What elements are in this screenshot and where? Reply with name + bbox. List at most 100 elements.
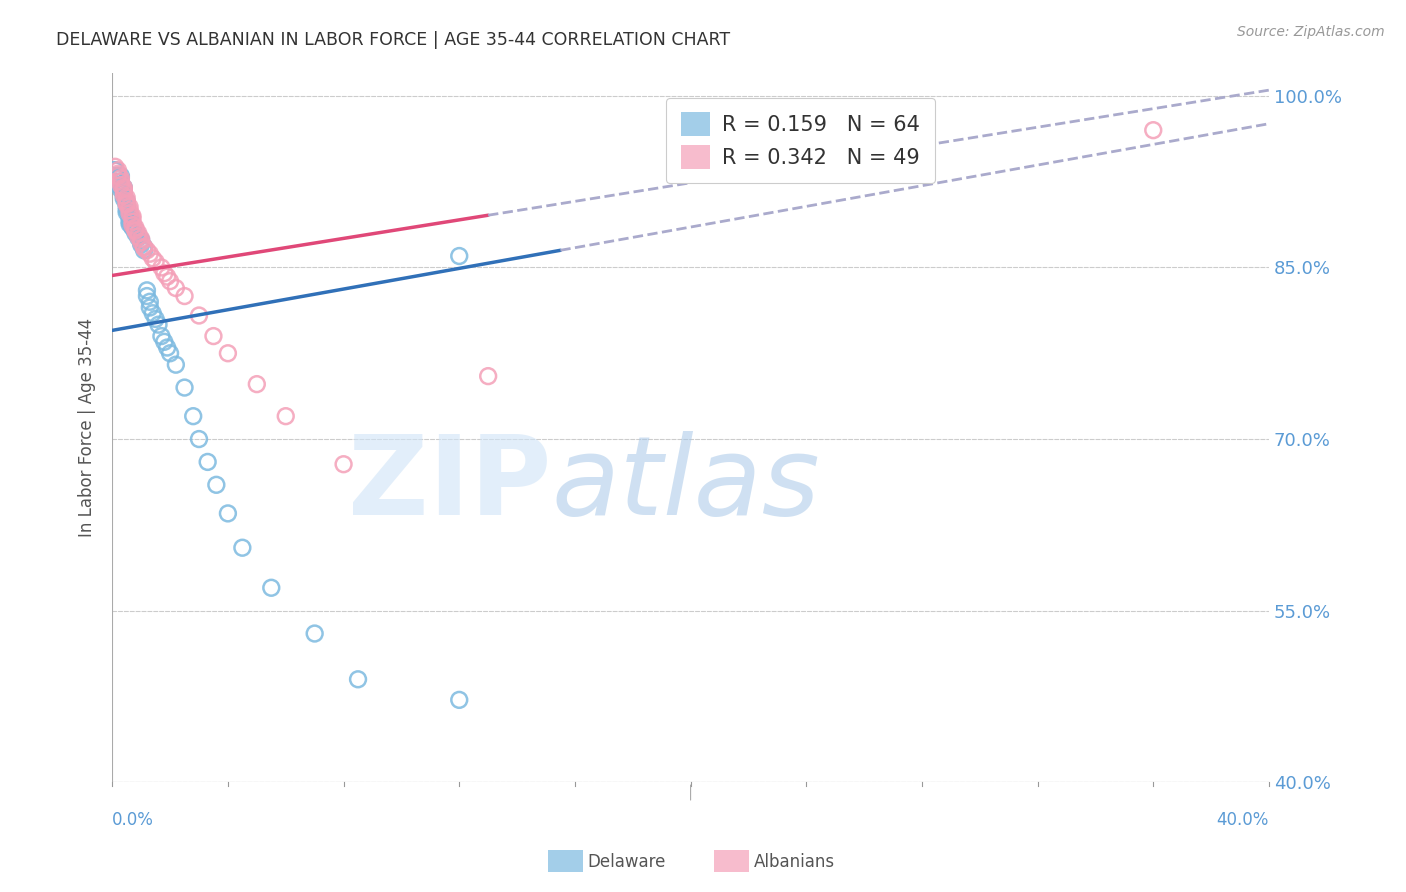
Point xyxy=(118,208,141,222)
Point xyxy=(153,334,176,349)
Point xyxy=(1142,123,1164,137)
Point xyxy=(332,457,354,471)
Point xyxy=(104,163,127,178)
Point xyxy=(118,215,141,229)
Point xyxy=(156,341,179,355)
Point xyxy=(115,194,138,208)
Point xyxy=(132,240,155,254)
Point xyxy=(118,217,141,231)
Point xyxy=(129,233,152,247)
Point xyxy=(104,163,127,178)
Text: Source: ZipAtlas.com: Source: ZipAtlas.com xyxy=(1237,25,1385,39)
Point xyxy=(127,226,149,240)
Point xyxy=(202,329,225,343)
Point xyxy=(112,185,135,199)
Point xyxy=(129,237,152,252)
Point xyxy=(165,358,187,372)
Point xyxy=(132,244,155,258)
Point xyxy=(112,186,135,200)
Text: Albanians: Albanians xyxy=(754,853,835,871)
Text: 40.0%: 40.0% xyxy=(1216,811,1270,829)
Point xyxy=(115,200,138,214)
Point xyxy=(136,283,159,297)
Point xyxy=(129,232,152,246)
Text: ZIP: ZIP xyxy=(349,431,551,538)
Point xyxy=(274,409,297,424)
Point xyxy=(132,240,155,254)
Point xyxy=(477,369,499,384)
Point xyxy=(129,235,152,250)
Point xyxy=(124,226,146,240)
Point xyxy=(124,220,146,235)
Point xyxy=(115,194,138,208)
Point xyxy=(231,541,253,555)
Point xyxy=(112,180,135,194)
Point xyxy=(121,218,143,232)
Point xyxy=(260,581,283,595)
Point xyxy=(173,289,195,303)
Point xyxy=(121,220,143,235)
Point xyxy=(107,171,129,186)
Point xyxy=(110,183,132,197)
Point xyxy=(107,175,129,189)
Point xyxy=(181,409,204,424)
Point xyxy=(150,329,173,343)
Text: atlas: atlas xyxy=(551,431,821,538)
Point xyxy=(121,209,143,223)
Point xyxy=(173,380,195,394)
Point xyxy=(132,241,155,255)
Point xyxy=(449,249,471,263)
Text: 0.0%: 0.0% xyxy=(112,811,155,829)
Point xyxy=(217,507,239,521)
Point xyxy=(121,220,143,235)
Point xyxy=(115,197,138,211)
Point xyxy=(159,274,181,288)
Point xyxy=(304,626,326,640)
Point xyxy=(112,180,135,194)
Point xyxy=(121,211,143,226)
Point xyxy=(112,183,135,197)
Point xyxy=(118,211,141,226)
Point xyxy=(156,269,179,284)
Point xyxy=(107,169,129,183)
Point xyxy=(115,197,138,211)
Text: DELAWARE VS ALBANIAN IN LABOR FORCE | AGE 35-44 CORRELATION CHART: DELAWARE VS ALBANIAN IN LABOR FORCE | AG… xyxy=(56,31,730,49)
Point xyxy=(110,180,132,194)
Point xyxy=(142,306,165,320)
Point xyxy=(127,228,149,243)
Point xyxy=(139,246,162,260)
Point xyxy=(165,281,187,295)
Point xyxy=(112,192,135,206)
Point xyxy=(107,169,129,183)
Point xyxy=(145,254,167,268)
Point xyxy=(118,207,141,221)
Y-axis label: In Labor Force | Age 35-44: In Labor Force | Age 35-44 xyxy=(79,318,96,537)
Point xyxy=(118,200,141,214)
Text: Delaware: Delaware xyxy=(588,853,666,871)
Point xyxy=(110,171,132,186)
Point xyxy=(110,169,132,183)
Point xyxy=(118,203,141,218)
Point xyxy=(188,432,211,446)
Point xyxy=(129,235,152,250)
Point xyxy=(121,219,143,234)
Point xyxy=(104,169,127,183)
Point xyxy=(136,289,159,303)
Point xyxy=(127,229,149,244)
Point xyxy=(121,215,143,229)
Point xyxy=(115,196,138,211)
Point xyxy=(124,224,146,238)
Point xyxy=(107,169,129,183)
Point xyxy=(136,244,159,258)
Point xyxy=(148,318,170,332)
Point xyxy=(139,301,162,315)
Point xyxy=(150,260,173,275)
Point xyxy=(124,224,146,238)
Point xyxy=(153,266,176,280)
Point xyxy=(110,175,132,189)
Point xyxy=(145,312,167,326)
Point xyxy=(115,203,138,218)
Point xyxy=(127,230,149,244)
Point xyxy=(159,346,181,360)
Point xyxy=(110,178,132,192)
